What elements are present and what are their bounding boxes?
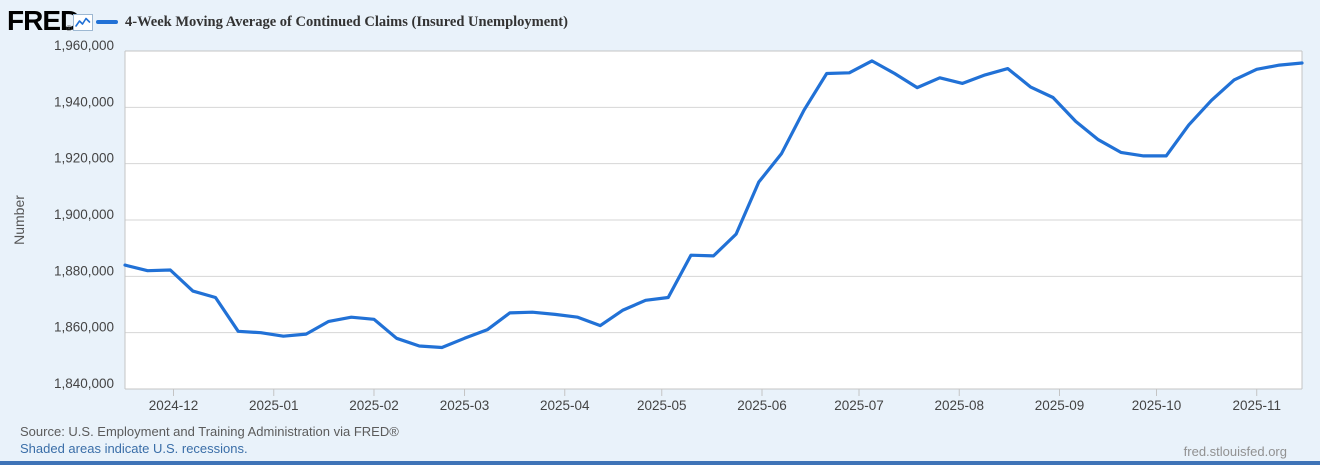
y-axis-tick-label: 1,880,000 [54, 263, 114, 278]
recessions-note-link[interactable]: Shaded areas indicate U.S. recessions. [20, 441, 248, 456]
chart-area[interactable]: 1,840,000 1,860,000 1,880,000 1,900,000 1,92… [0, 0, 1320, 420]
series-line[interactable] [123, 59, 1304, 350]
legend-line-swatch [96, 20, 118, 24]
y-axis-title: Number [11, 195, 27, 245]
x-axis-tick-label: 2025-09 [1035, 398, 1085, 413]
fred-logo[interactable]: FRED [7, 5, 80, 36]
x-axis-tick-label: 2024-12 [149, 398, 199, 413]
y-axis-tick-label: 1,900,000 [54, 207, 114, 222]
y-axis-tick-label: 1,860,000 [54, 320, 114, 335]
x-axis-tick-label: 2025-11 [1232, 398, 1281, 413]
x-axis-tick-label: 2025-07 [834, 398, 884, 413]
y-axis-tick-label: 1,960,000 [54, 38, 114, 53]
y-axis-tick-label: 1,940,000 [54, 94, 114, 109]
chart-header: FRED ® 4-Week Moving Average of Continue… [0, 0, 1320, 40]
x-axis-tick-label: 2025-10 [1132, 398, 1182, 413]
y-axis-tick-label: 1,840,000 [54, 376, 114, 391]
x-axis-tick-label: 2025-01 [249, 398, 299, 413]
x-axis-tick-label: 2025-02 [349, 398, 399, 413]
x-axis-tick-label: 2025-04 [540, 398, 590, 413]
x-axis-tick-label: 2025-06 [737, 398, 787, 413]
line-chart: 1,840,000 1,860,000 1,880,000 1,900,000 1,92… [11, 38, 1304, 413]
source-attribution: Source: U.S. Employment and Training Adm… [20, 424, 399, 439]
legend-series-label: 4-Week Moving Average of Continued Claim… [125, 14, 568, 30]
y-axis-tick-label: 1,920,000 [54, 151, 114, 166]
x-axis-tick-label: 2025-03 [440, 398, 490, 413]
x-axis-tick-label: 2025-08 [934, 398, 984, 413]
bottom-accent-bar [0, 461, 1320, 465]
registered-trademark-icon: ® [66, 24, 72, 33]
sparkline-chart-icon [73, 14, 93, 31]
x-axis-tick-label: 2025-05 [637, 398, 687, 413]
fred-url-watermark: fred.stlouisfed.org [1183, 444, 1287, 459]
